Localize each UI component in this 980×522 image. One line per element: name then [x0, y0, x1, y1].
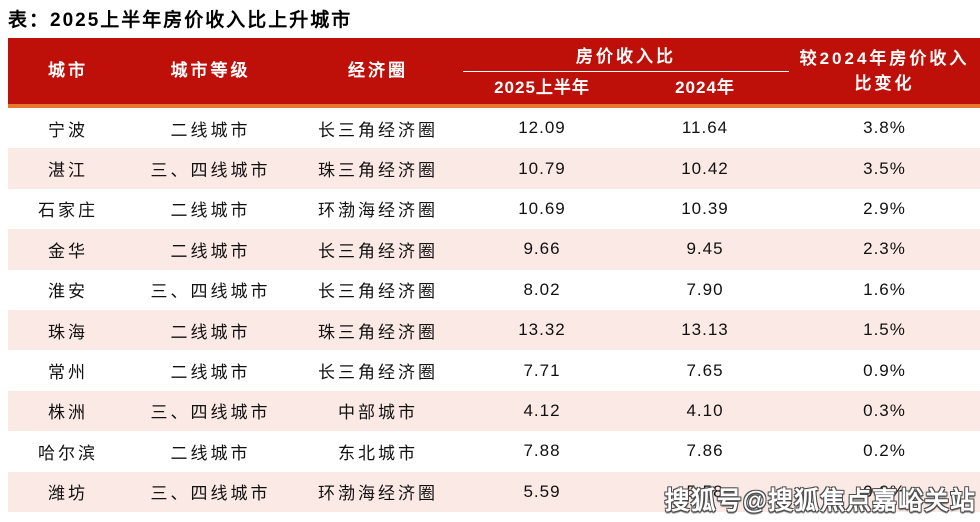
- cell-tier: 二线城市: [170, 201, 251, 221]
- cell-city: 淮安: [48, 282, 88, 302]
- cell-change: 3.5%: [863, 158, 906, 178]
- header-cell-tier: 城市等级: [170, 61, 251, 81]
- cell-ratio-2025: 10.79: [518, 158, 566, 178]
- cell-ratio-2024: 13.13: [681, 320, 729, 340]
- cell-region: 长三角经济圈: [318, 363, 438, 383]
- cell-region: 东北城市: [338, 443, 418, 463]
- header-cell-ratio-2025: 2025上半年: [494, 77, 590, 97]
- cell-ratio-2024: 5.58: [686, 481, 724, 501]
- orange-accent-bar: [8, 104, 980, 108]
- price-income-ratio-table: 城市 城市等级 经济圈 房价收入比 2025上半年 2024年 较2024年房价…: [8, 38, 980, 512]
- cell-ratio-2025: 13.32: [518, 320, 566, 340]
- cell-change: 0.2%: [863, 441, 906, 461]
- watermark: 搜狐号@搜狐焦点嘉峪关站: [664, 487, 976, 515]
- cell-city: 潍坊: [48, 484, 88, 504]
- cell-change: 2.9%: [863, 198, 906, 218]
- cell-city: 哈尔滨: [38, 443, 98, 463]
- table-row: 珠海 二线城市 珠三角经济圈 13.32 13.13 1.5%: [8, 309, 980, 351]
- cell-ratio-2024: 4.10: [686, 400, 724, 420]
- cell-tier: 二线城市: [170, 241, 251, 261]
- page-title: 表：2025上半年房价收入比上升城市: [8, 10, 353, 31]
- header-change-line2: 比变化: [854, 74, 915, 93]
- header-group-ratio: 房价收入比 2025上半年 2024年: [463, 38, 789, 104]
- cell-tier: 三、四线城市: [150, 282, 271, 302]
- cell-tier: 二线城市: [170, 363, 251, 383]
- table-row: 淮安 三、四线城市 长三角经济圈 8.02 7.90 1.6%: [8, 269, 980, 310]
- cell-change: 3.8%: [863, 118, 906, 138]
- table-row: 常州 二线城市 长三角经济圈 7.71 7.65 0.9%: [8, 350, 980, 391]
- header-cell-region: 经济圈: [348, 61, 408, 81]
- cell-region: 珠三角经济圈: [318, 161, 438, 181]
- cell-change: 0.2%: [863, 481, 906, 501]
- cell-ratio-2024: 9.45: [686, 239, 724, 259]
- cell-tier: 三、四线城市: [150, 484, 271, 504]
- cell-ratio-2024: 7.90: [686, 279, 724, 299]
- cell-region: 珠三角经济圈: [318, 322, 438, 342]
- table-body: 宁波 二线城市 长三角经济圈 12.09 11.64 3.8% 湛江 三、四线城市 珠三角经济圈…: [8, 108, 980, 512]
- cell-city: 珠海: [48, 322, 88, 342]
- table-row: 哈尔滨 二线城市 东北城市 7.88 7.86 0.2%: [8, 431, 980, 472]
- cell-region: 环渤海经济圈: [318, 201, 438, 221]
- cell-ratio-2025: 9.66: [523, 239, 561, 259]
- cell-tier: 三、四线城市: [150, 403, 271, 423]
- header-subrow: 2025上半年 2024年: [463, 72, 789, 103]
- cell-ratio-2025: 10.69: [518, 198, 566, 218]
- cell-ratio-2025: 8.02: [523, 279, 561, 299]
- cell-city: 石家庄: [38, 201, 98, 221]
- table-row: 金华 二线城市 长三角经济圈 9.66 9.45 2.3%: [8, 229, 980, 270]
- cell-change: 1.5%: [863, 320, 906, 340]
- cell-ratio-2025: 5.59: [523, 481, 561, 501]
- table-header: 城市 城市等级 经济圈 房价收入比 2025上半年 2024年 较2024年房价…: [8, 38, 980, 104]
- cell-ratio-2024: 10.39: [681, 198, 729, 218]
- cell-ratio-2025: 12.09: [518, 118, 566, 138]
- cell-tier: 二线城市: [170, 120, 251, 140]
- cell-change: 2.3%: [863, 239, 906, 259]
- cell-region: 长三角经济圈: [318, 120, 438, 140]
- table-row: 株洲 三、四线城市 中部城市 4.12 4.10 0.3%: [8, 390, 980, 432]
- cell-ratio-2025: 7.71: [523, 360, 561, 380]
- cell-region: 环渤海经济圈: [318, 484, 438, 504]
- cell-city: 湛江: [48, 161, 88, 181]
- cell-tier: 二线城市: [170, 443, 251, 463]
- table-row: 石家庄 二线城市 环渤海经济圈 10.69 10.39 2.9%: [8, 188, 980, 230]
- cell-change: 1.6%: [863, 279, 906, 299]
- header-change-line1: 较2024年房价收入: [799, 48, 970, 68]
- cell-region: 长三角经济圈: [318, 241, 438, 261]
- table-row: 宁波 二线城市 长三角经济圈 12.09 11.64 3.8%: [8, 108, 980, 149]
- header-cell-change: 较2024年房价收入 比变化: [789, 38, 980, 104]
- cell-city: 宁波: [48, 120, 88, 140]
- cell-change: 0.3%: [863, 400, 906, 420]
- table-row: 潍坊 三、四线城市 环渤海经济圈 5.59 5.58 0.2%: [8, 471, 980, 512]
- header-cell-ratio-2024: 2024年: [675, 77, 735, 97]
- header-cell-city: 城市: [48, 61, 88, 81]
- cell-tier: 三、四线城市: [150, 161, 271, 181]
- table-row: 湛江 三、四线城市 珠三角经济圈 10.79 10.42 3.5%: [8, 148, 980, 189]
- cell-city: 常州: [48, 363, 88, 383]
- cell-city: 金华: [48, 241, 88, 261]
- cell-ratio-2024: 7.65: [686, 360, 724, 380]
- cell-change: 0.9%: [863, 360, 906, 380]
- header-cell-ratio-group: 房价收入比: [463, 38, 789, 72]
- cell-ratio-2024: 11.64: [681, 118, 729, 138]
- cell-city: 株洲: [48, 403, 88, 423]
- cell-ratio-2025: 7.88: [523, 441, 561, 461]
- cell-ratio-2025: 4.12: [523, 400, 561, 420]
- cell-region: 长三角经济圈: [318, 282, 438, 302]
- cell-region: 中部城市: [338, 403, 418, 423]
- cell-ratio-2024: 7.86: [686, 441, 724, 461]
- cell-tier: 二线城市: [170, 322, 251, 342]
- cell-ratio-2024: 10.42: [681, 158, 729, 178]
